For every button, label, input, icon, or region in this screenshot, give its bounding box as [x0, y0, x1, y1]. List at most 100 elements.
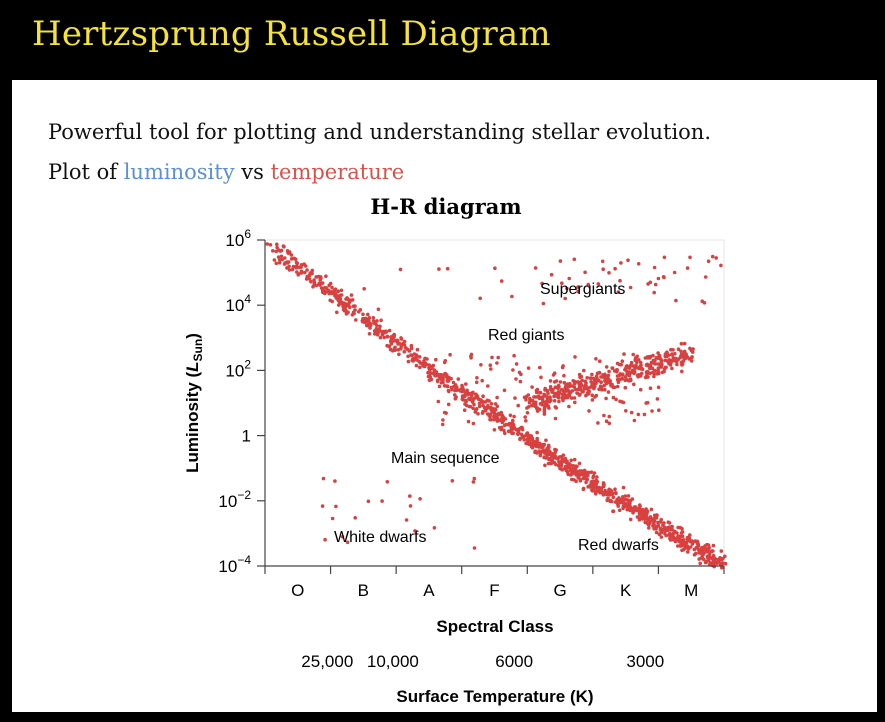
star-point: [616, 497, 620, 502]
star-point: [494, 413, 498, 418]
star-point: [409, 353, 413, 357]
star-point: [531, 444, 535, 448]
star-point: [560, 392, 565, 397]
star-point: [382, 335, 387, 340]
star-point: [399, 344, 404, 349]
star-point: [653, 368, 657, 373]
star-point: [283, 256, 287, 260]
star-point: [444, 373, 449, 377]
star-point: [553, 450, 557, 455]
star-point: [544, 456, 548, 460]
star-point: [702, 301, 707, 305]
star-point: [654, 356, 658, 360]
star-point: [620, 359, 625, 364]
star-point: [598, 359, 602, 364]
star-point: [552, 380, 557, 384]
star-point: [395, 339, 399, 344]
star-point: [596, 421, 600, 425]
star-point: [680, 369, 684, 374]
star-point: [634, 363, 638, 368]
star-point: [646, 522, 650, 526]
star-point: [671, 537, 676, 542]
chart-title: H-R diagram: [370, 194, 521, 219]
star-point: [546, 404, 550, 408]
star-point: [617, 508, 622, 512]
star-point: [432, 368, 437, 372]
star-point: [594, 393, 599, 398]
star-point: [673, 529, 677, 534]
star-point: [531, 403, 535, 407]
star-point: [548, 387, 553, 392]
x-axis-label-temperature: Surface Temperature (K): [396, 687, 593, 706]
star-point: [366, 320, 371, 325]
star-point: [596, 282, 601, 286]
star-point: [295, 261, 300, 266]
star-point: [645, 371, 649, 375]
star-point: [712, 556, 717, 560]
star-point: [349, 293, 354, 297]
star-point: [698, 561, 702, 566]
label-supergiants: Supergiants: [540, 281, 625, 298]
star-point: [339, 293, 344, 297]
star-point: [628, 517, 633, 522]
star-point: [542, 412, 547, 416]
star-point: [573, 355, 577, 359]
star-point: [393, 348, 398, 352]
star-point: [571, 379, 575, 383]
star-point: [530, 385, 534, 389]
star-point: [514, 377, 518, 381]
star-point: [316, 275, 320, 279]
star-point: [477, 401, 482, 406]
star-point: [396, 342, 400, 346]
star-point: [547, 449, 552, 453]
star-point: [578, 392, 582, 397]
star-point: [580, 378, 584, 383]
star-point: [648, 516, 653, 520]
star-point: [660, 370, 665, 375]
star-point: [625, 365, 630, 370]
star-point: [637, 517, 642, 522]
star-point: [654, 524, 658, 529]
star-point: [689, 348, 694, 353]
star-point: [495, 419, 500, 423]
star-point: [357, 309, 361, 314]
star-point: [682, 349, 687, 354]
star-point: [592, 480, 597, 485]
star-point: [453, 383, 458, 387]
star-point: [609, 490, 613, 495]
star-point: [547, 445, 551, 450]
star-point: [361, 312, 365, 317]
star-point: [565, 286, 569, 291]
star-point: [282, 245, 286, 249]
star-point: [597, 485, 601, 490]
star-point: [710, 254, 715, 259]
star-point: [629, 506, 633, 510]
star-point: [342, 304, 347, 308]
temperature-label: 3000: [626, 652, 664, 671]
star-point: [318, 281, 322, 286]
star-point: [595, 475, 599, 479]
star-point: [522, 438, 526, 442]
star-point: [384, 330, 389, 334]
star-point: [675, 358, 680, 362]
star-point: [695, 540, 700, 545]
star-point: [719, 549, 724, 553]
star-point: [385, 335, 390, 339]
star-point: [432, 526, 437, 530]
star-point: [489, 417, 493, 422]
star-point: [543, 463, 547, 468]
star-point: [591, 475, 595, 480]
x-tick-label: O: [291, 581, 304, 600]
star-point: [462, 408, 467, 413]
star-point: [639, 371, 644, 376]
star-point: [711, 543, 716, 548]
star-point: [385, 480, 390, 484]
star-point: [696, 546, 700, 551]
star-point: [415, 347, 420, 352]
star-point: [610, 366, 614, 370]
star-point: [350, 313, 355, 317]
star-point: [490, 355, 494, 360]
star-point: [702, 557, 706, 562]
plot-description: Plot of luminosity vs temperature: [48, 160, 404, 184]
star-point: [601, 373, 605, 377]
